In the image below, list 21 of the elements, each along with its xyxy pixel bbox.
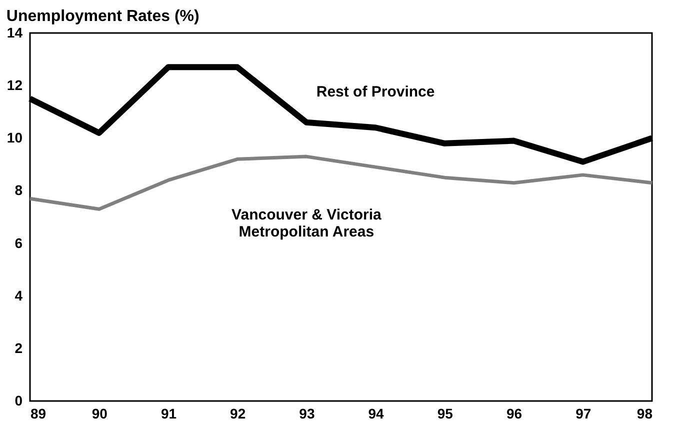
x-tick-label: 97: [576, 406, 592, 422]
x-tick-label: 94: [368, 406, 384, 422]
x-tick-label: 92: [230, 406, 246, 422]
y-tick-label: 12: [6, 77, 23, 94]
x-tick-label: 90: [92, 406, 108, 422]
chart-title: Unemployment Rates (%): [6, 8, 200, 25]
x-tick-label: 98: [636, 406, 653, 422]
y-tick-label: 14: [6, 24, 23, 40]
y-tick-label: 0: [14, 392, 23, 408]
text: Vancouver & Victoria Metropolitan Areas: [232, 206, 382, 241]
y-tick-label: 6: [14, 234, 23, 251]
x-tick-label: 93: [299, 406, 315, 422]
y-tick-label: 8: [14, 182, 23, 198]
y-tick-label: 4: [14, 287, 23, 304]
x-tick-label: 96: [506, 406, 522, 422]
series-label: Rest of Province: [316, 84, 435, 101]
x-tick-label: 95: [437, 406, 454, 422]
y-tick-label: 10: [6, 130, 23, 146]
y-tick-label: 2: [14, 340, 23, 356]
x-tick-label: 91: [160, 406, 177, 422]
x-tick-label: 89: [30, 406, 46, 422]
